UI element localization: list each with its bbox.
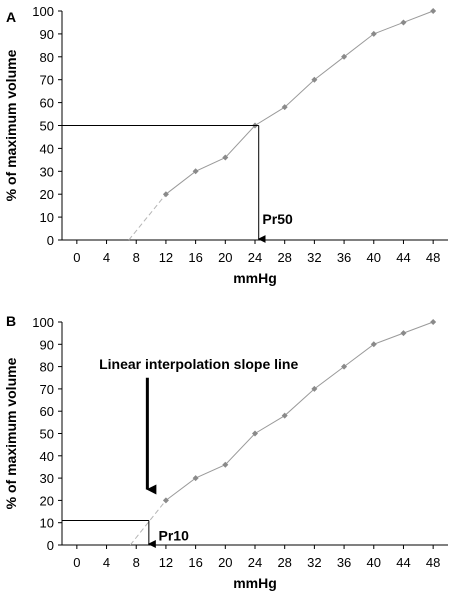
y-tick-label: 0 [47, 538, 54, 553]
data-point [370, 30, 377, 37]
y-tick-label: 90 [40, 337, 54, 352]
y-tick-label: 80 [40, 360, 54, 375]
x-axis-title: mmHg [233, 575, 277, 591]
x-tick-label: 48 [426, 555, 440, 570]
data-point [311, 385, 318, 392]
x-tick-label: 44 [396, 250, 410, 265]
x-tick-label: 20 [218, 555, 232, 570]
y-tick-label: 50 [40, 427, 54, 442]
y-tick-label: 90 [40, 27, 54, 42]
x-tick-label: 16 [188, 555, 202, 570]
x-tick-label: 36 [337, 250, 351, 265]
data-point [341, 53, 348, 60]
x-tick-label: 24 [248, 250, 262, 265]
x-tick-label: 28 [277, 555, 291, 570]
y-tick-label: 60 [40, 404, 54, 419]
y-axis-title: % of maximum volume [3, 49, 19, 201]
annotation-label: Linear interpolation slope line [99, 356, 298, 372]
data-point [400, 330, 407, 337]
x-tick-label: 36 [337, 555, 351, 570]
data-point [430, 319, 437, 325]
y-tick-label: 40 [40, 449, 54, 464]
x-tick-label: 16 [188, 250, 202, 265]
y-tick-label: 10 [40, 516, 54, 531]
data-point [370, 341, 377, 348]
data-point [281, 104, 288, 111]
x-tick-label: 44 [396, 555, 410, 570]
series-line [165, 10, 434, 195]
y-tick-label: 70 [40, 73, 54, 88]
x-tick-label: 40 [367, 555, 381, 570]
panel-label: B [6, 313, 16, 329]
y-axis-title: % of maximum volume [3, 357, 19, 509]
data-point [400, 19, 407, 26]
y-tick-label: 60 [40, 96, 54, 111]
y-tick-label: 20 [40, 187, 54, 202]
x-tick-label: 24 [248, 555, 262, 570]
y-tick-label: 50 [40, 119, 54, 134]
y-tick-label: 0 [47, 233, 54, 248]
data-point [192, 168, 199, 175]
y-tick-label: 100 [32, 4, 54, 19]
annotation-label: Pr50 [262, 211, 293, 227]
x-tick-label: 20 [218, 250, 232, 265]
x-tick-label: 12 [159, 555, 173, 570]
x-tick-label: 48 [426, 250, 440, 265]
data-point [222, 154, 229, 161]
y-tick-label: 70 [40, 382, 54, 397]
data-point [192, 475, 199, 482]
y-tick-label: 20 [40, 493, 54, 508]
annotation-label: Pr10 [159, 528, 190, 544]
data-point [222, 461, 229, 468]
y-tick-label: 40 [40, 141, 54, 156]
panel-label: A [6, 9, 16, 25]
extrapolation-line [129, 500, 167, 546]
x-tick-label: 8 [133, 250, 140, 265]
data-point [430, 8, 437, 14]
x-tick-label: 40 [367, 250, 381, 265]
x-tick-label: 0 [73, 250, 80, 265]
x-tick-label: 0 [73, 555, 80, 570]
x-tick-label: 8 [133, 555, 140, 570]
data-point [311, 76, 318, 83]
x-axis-title: mmHg [233, 270, 277, 286]
data-point [341, 363, 348, 370]
y-tick-label: 10 [40, 210, 54, 225]
data-point [281, 412, 288, 419]
x-tick-label: 28 [277, 250, 291, 265]
x-tick-label: 4 [103, 250, 110, 265]
y-tick-label: 100 [32, 315, 54, 330]
data-point [162, 191, 169, 198]
series-line [165, 321, 434, 501]
x-tick-label: 32 [307, 250, 321, 265]
x-tick-label: 4 [103, 555, 110, 570]
extrapolation-line [128, 193, 167, 241]
y-tick-label: 80 [40, 50, 54, 65]
x-tick-label: 12 [159, 250, 173, 265]
y-tick-label: 30 [40, 471, 54, 486]
x-tick-label: 32 [307, 555, 321, 570]
data-point [162, 497, 169, 504]
y-tick-label: 30 [40, 164, 54, 179]
data-point [252, 430, 258, 437]
